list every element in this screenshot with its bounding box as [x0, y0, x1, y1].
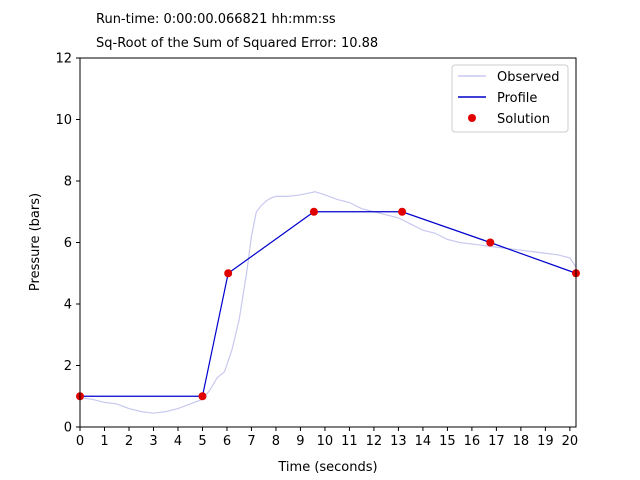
error-text: Sq-Root of the Sum of Squared Error: 10.…: [96, 36, 378, 51]
axis-ticks: 0 1 2 3 4 5 6 7 8 9 10 11 12 13 14 15 16 17 18 19 2002468101…: [55, 52, 578, 450]
y-tick-label: 12: [55, 52, 72, 67]
y-tick-label: 0: [64, 421, 72, 436]
plot-area: [76, 191, 580, 414]
legend: Observed Profile Solution: [451, 64, 569, 133]
x-tick-label: 6: [223, 434, 231, 449]
legend-observed-label: Observed: [497, 70, 560, 85]
x-tick-label: 19: [537, 434, 554, 449]
x-tick-label: 11: [341, 434, 358, 449]
legend-solution-label: Solution: [497, 112, 550, 127]
x-tick-label: 10: [317, 434, 334, 449]
y-tick-label: 6: [64, 236, 72, 251]
x-tick-label: 13: [390, 434, 407, 449]
x-tick-label: 5: [198, 434, 206, 449]
legend-box: [451, 64, 569, 133]
profile-line: [80, 211, 577, 397]
x-tick-label: 16: [464, 434, 481, 449]
legend-profile-label: Profile: [497, 91, 537, 106]
x-tick-label: 17: [488, 434, 505, 449]
x-tick-label: 20: [562, 434, 579, 449]
legend-solution-swatch: [468, 114, 476, 122]
x-tick-label: 14: [415, 434, 432, 449]
y-tick-label: 8: [64, 175, 72, 190]
x-tick-label: 7: [247, 434, 255, 449]
observed-line: [80, 191, 576, 414]
solution-point: [224, 269, 233, 278]
y-tick-label: 10: [55, 113, 72, 128]
x-tick-label: 0: [76, 434, 84, 449]
x-tick-label: 8: [272, 434, 280, 449]
x-tick-label: 1: [100, 434, 108, 449]
x-axis-label: Time (seconds): [277, 460, 377, 475]
x-tick-label: 3: [149, 434, 157, 449]
runtime-text: Run-time: 0:00:00.066821 hh:mm:ss: [96, 12, 336, 27]
solution-point: [309, 207, 318, 216]
y-tick-label: 4: [64, 298, 72, 313]
y-tick-label: 2: [64, 359, 72, 374]
x-tick-label: 2: [125, 434, 133, 449]
y-axis-label: Pressure (bars): [28, 193, 43, 291]
x-tick-label: 4: [174, 434, 182, 449]
x-tick-label: 12: [366, 434, 383, 449]
solution-point: [486, 238, 495, 247]
solution-point: [198, 392, 207, 401]
solution-point: [398, 207, 407, 216]
x-tick-label: 18: [513, 434, 530, 449]
x-tick-label: 15: [439, 434, 456, 449]
x-tick-label: 9: [296, 434, 304, 449]
